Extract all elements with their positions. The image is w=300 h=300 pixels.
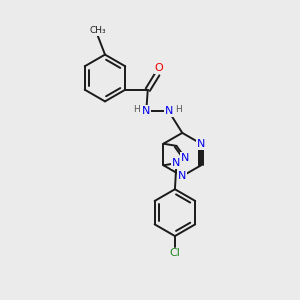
Text: N: N [197,139,205,149]
Text: H: H [133,105,140,114]
Text: N: N [181,153,189,163]
Text: N: N [172,158,181,168]
Text: N: N [178,171,187,181]
Text: N: N [142,106,151,116]
Text: Cl: Cl [169,248,180,258]
Text: CH₃: CH₃ [89,26,106,35]
Text: N: N [165,106,173,116]
Text: O: O [154,63,163,73]
Text: H: H [175,105,182,114]
